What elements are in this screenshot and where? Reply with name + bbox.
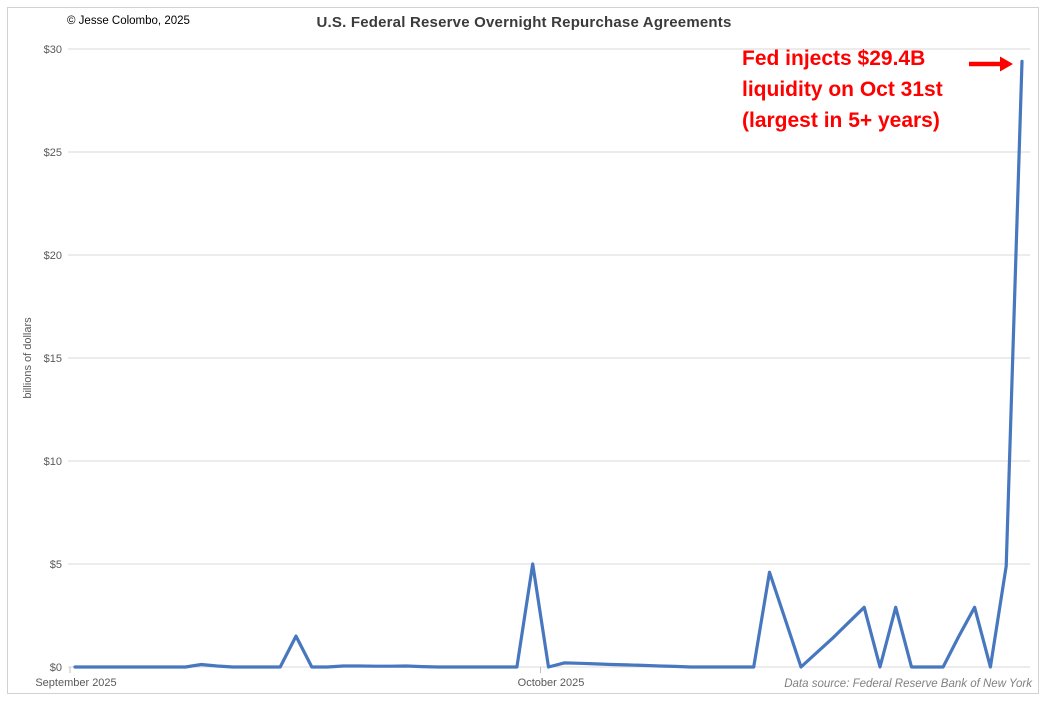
x-axis-label-september: September 2025 xyxy=(35,677,117,689)
copyright-text: © Jesse Colombo, 2025 xyxy=(67,15,190,27)
y-tick-label: $5 xyxy=(50,559,62,571)
data-source-note: Data source: Federal Reserve Bank of New… xyxy=(784,678,1032,690)
annotation-line-1: Fed injects $29.4B xyxy=(742,47,926,70)
chart-title: U.S. Federal Reserve Overnight Repurchas… xyxy=(316,14,732,31)
x-axis-label-october: October 2025 xyxy=(517,677,585,689)
annotation-line-3: (largest in 5+ years) xyxy=(742,109,940,132)
y-axis-title: billions of dollars xyxy=(22,317,34,399)
y-tick-label: $20 xyxy=(44,250,62,262)
y-tick-label: $25 xyxy=(44,147,62,159)
chart-border-frame xyxy=(7,7,1039,694)
annotation-line-2: liquidity on Oct 31st xyxy=(742,78,943,101)
y-tick-label: $0 xyxy=(50,662,62,674)
y-tick-label: $15 xyxy=(44,353,62,365)
right-arrow-head-icon xyxy=(1000,56,1013,72)
repo-data-line xyxy=(73,59,1024,669)
y-tick-label: $30 xyxy=(44,44,62,56)
annotation-text: Fed injects $29.4B liquidity on Oct 31st… xyxy=(742,43,943,136)
y-tick-label: $10 xyxy=(44,456,62,468)
